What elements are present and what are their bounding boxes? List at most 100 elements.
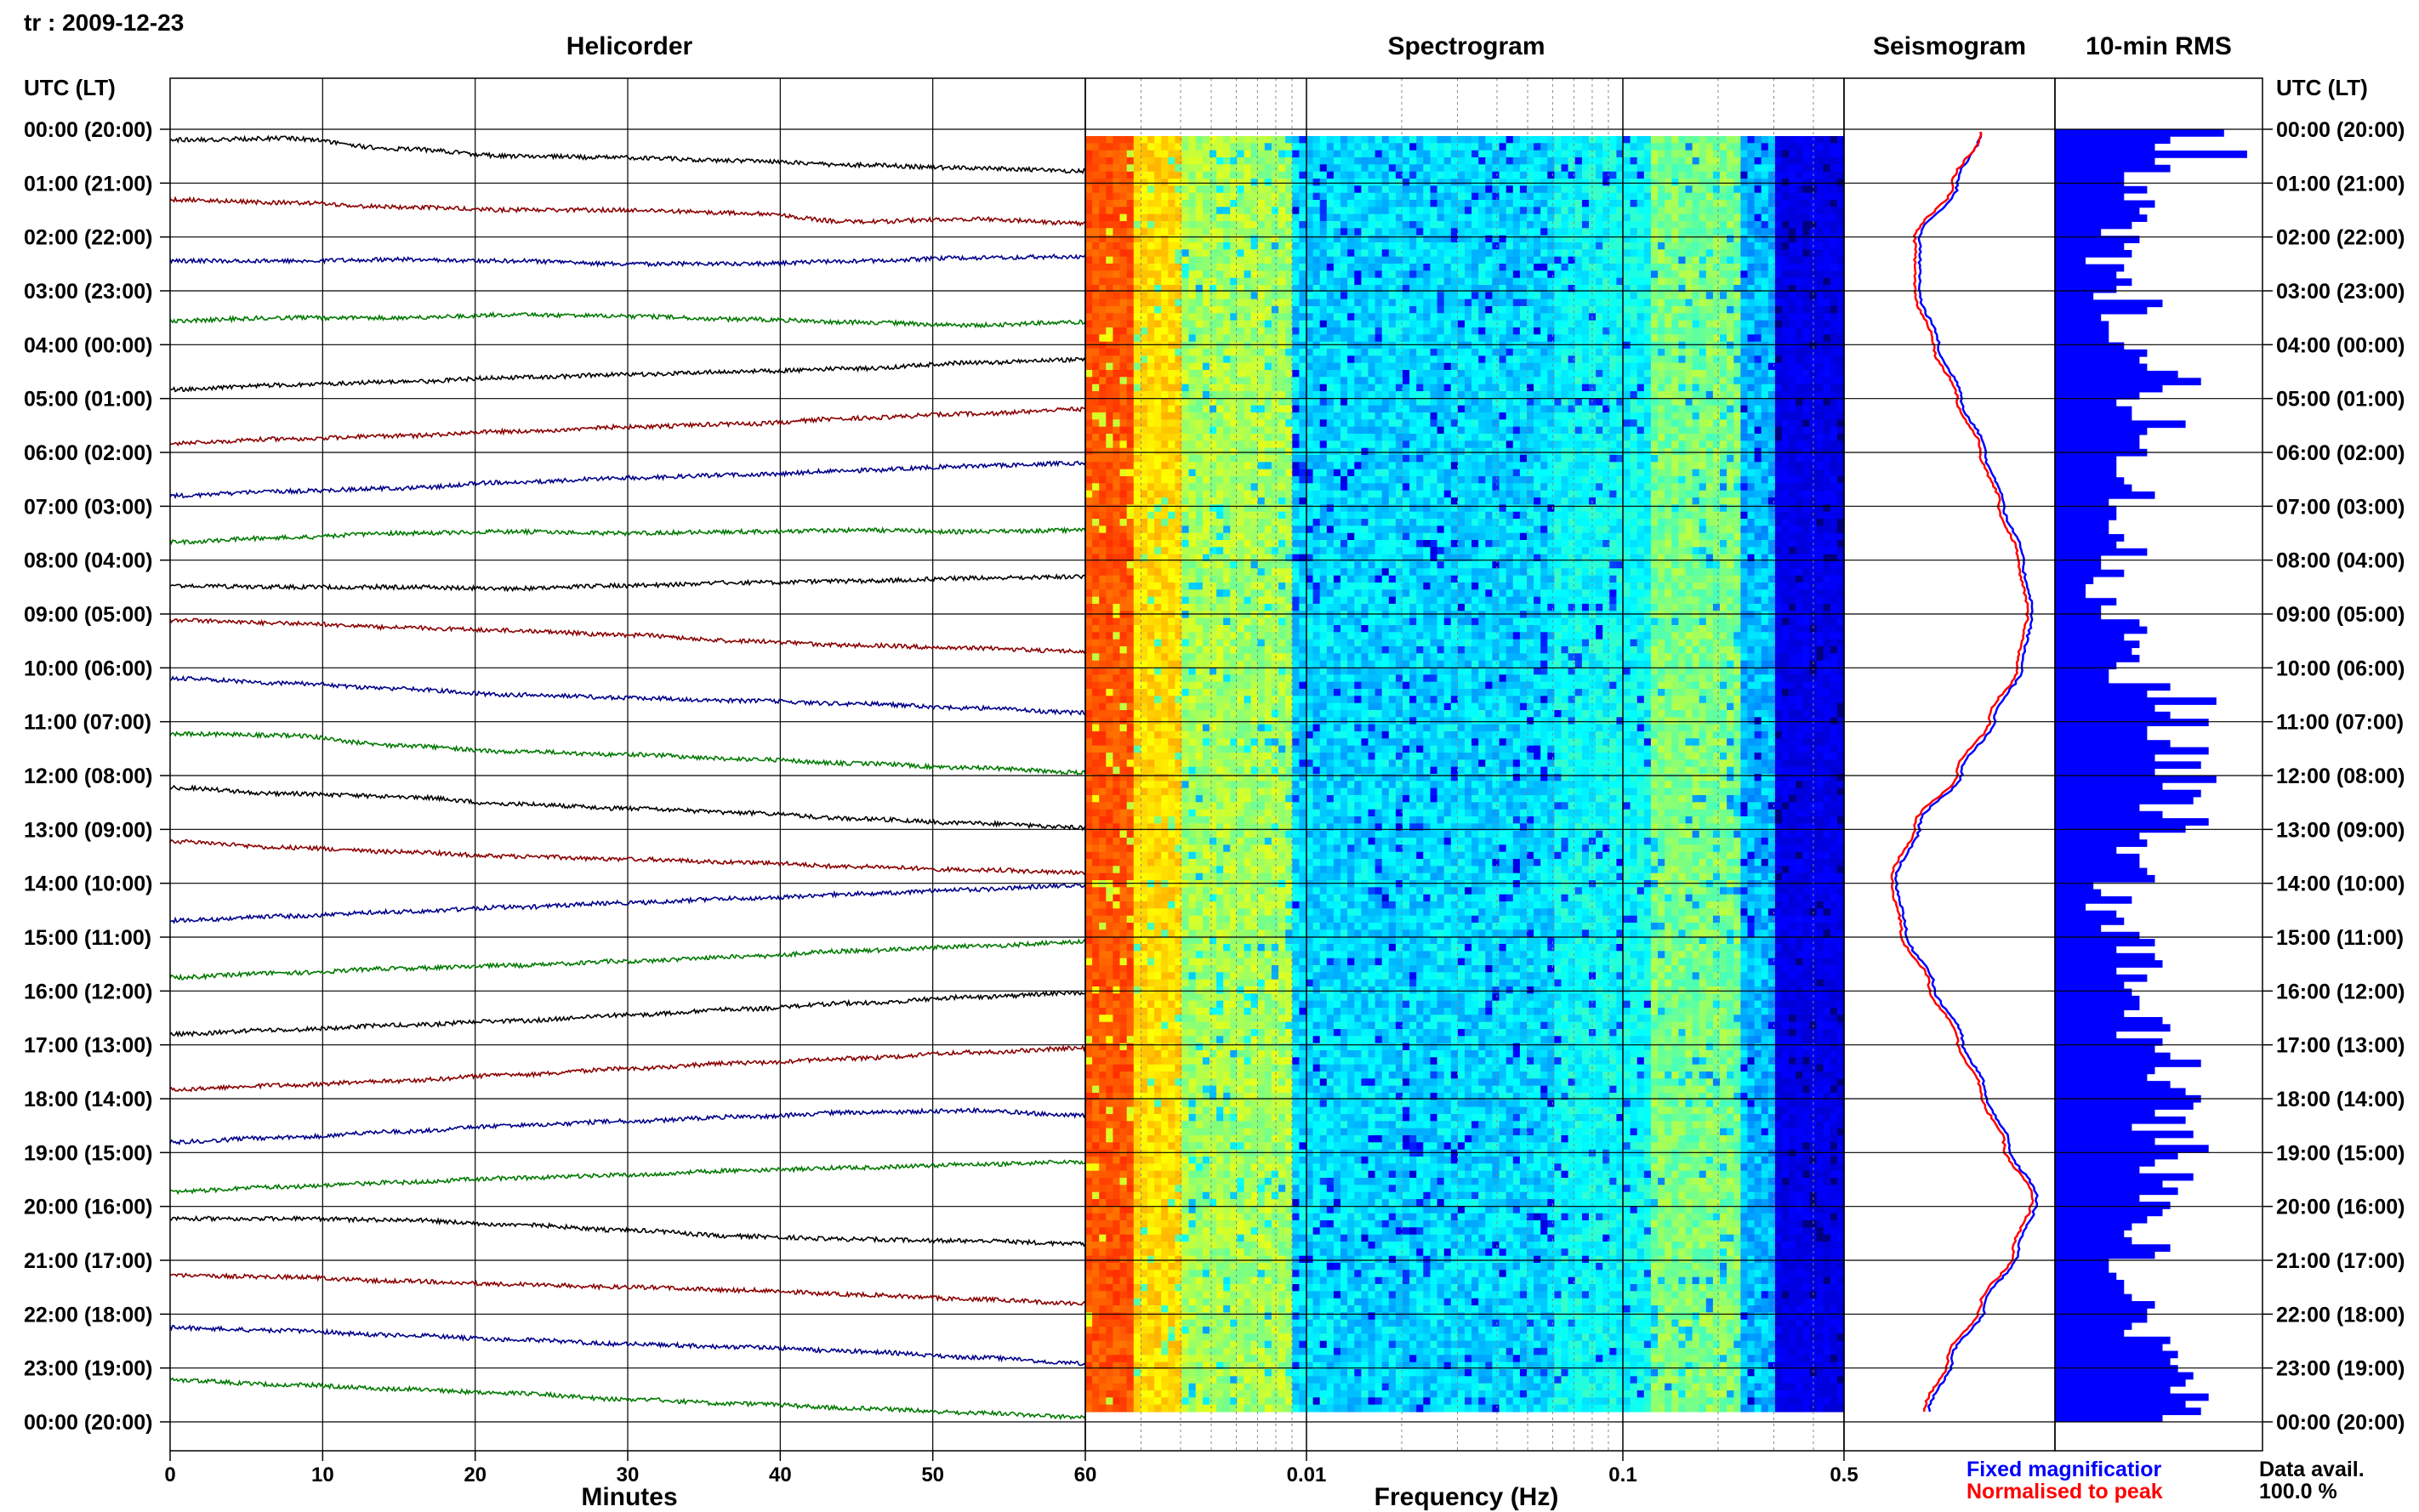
spectrogram-cell xyxy=(1271,355,1279,364)
spectrogram-cell xyxy=(1727,306,1734,314)
spectrogram-cell xyxy=(1478,164,1486,173)
spectrogram-cell xyxy=(1492,377,1500,385)
spectrogram-cell xyxy=(1319,398,1328,406)
spectrogram-cell xyxy=(1375,285,1383,293)
spectrogram-cell xyxy=(1767,285,1776,293)
spectrogram-cell xyxy=(1802,242,1810,250)
spectrogram-cell xyxy=(1471,370,1479,378)
spectrogram-cell xyxy=(1375,412,1383,420)
spectrogram-cell xyxy=(1616,441,1625,449)
spectrogram-cell xyxy=(1126,285,1135,293)
spectrogram-cell xyxy=(1181,285,1190,293)
spectrogram-cell xyxy=(1630,249,1638,258)
spectrogram-cell xyxy=(1650,150,1659,158)
spectrogram-cell xyxy=(1609,207,1617,215)
spectrogram-cell xyxy=(1381,419,1390,428)
spectrogram-cell xyxy=(1099,185,1107,194)
spectrogram-cell xyxy=(1540,306,1548,314)
spectrogram-cell xyxy=(1602,355,1610,364)
spectrogram-cell xyxy=(1692,306,1700,314)
spectrogram-cell xyxy=(1692,256,1700,264)
spectrogram-cell xyxy=(1140,441,1148,449)
spectrogram-cell xyxy=(1699,292,1707,300)
spectrogram-cell xyxy=(1534,412,1541,420)
spectrogram-cell xyxy=(1237,398,1245,406)
spectrogram-cell xyxy=(1154,426,1162,435)
spectrogram-cell xyxy=(1133,221,1141,229)
spectrogram-cell xyxy=(1754,200,1762,207)
spectrogram-cell xyxy=(1416,285,1424,293)
spectrogram-cell xyxy=(1347,292,1355,300)
spectrogram-cell xyxy=(1119,384,1128,392)
spectrogram-cell xyxy=(1154,362,1162,371)
spectrogram-cell xyxy=(1450,405,1459,413)
spectrogram-cell xyxy=(1278,213,1286,222)
spectrogram-cell xyxy=(1499,434,1507,441)
spectrogram-cell xyxy=(1505,242,1514,250)
spectrogram-cell xyxy=(1671,164,1679,173)
spectrogram-cell xyxy=(1133,207,1141,215)
spectrogram-cell xyxy=(1264,298,1272,307)
spectrogram-cell xyxy=(1774,377,1783,385)
spectrogram-cell xyxy=(1712,143,1721,151)
spectrogram-cell xyxy=(1119,306,1128,314)
spectrogram-cell xyxy=(1175,298,1183,307)
spectrogram-cell xyxy=(1292,391,1300,399)
spectrogram-cell xyxy=(1106,412,1113,420)
spectrogram-cell xyxy=(1195,207,1204,215)
spectrogram-cell xyxy=(1767,157,1776,165)
spectrogram-cell xyxy=(1188,434,1197,441)
spectrogram-cell xyxy=(1333,320,1341,328)
spectrogram-cell xyxy=(1154,242,1162,250)
spectrogram-cell xyxy=(1126,306,1135,314)
spectrogram-cell xyxy=(1326,334,1335,343)
spectrogram-cell xyxy=(1596,249,1603,258)
spectrogram-cell xyxy=(1823,179,1831,186)
spectrogram-cell xyxy=(1643,355,1652,364)
spectrogram-cell xyxy=(1471,334,1479,343)
spectrogram-cell xyxy=(1278,412,1286,420)
spectrogram-cell xyxy=(1692,320,1700,328)
spectrogram-cell xyxy=(1492,419,1500,428)
spectrogram-cell xyxy=(1534,200,1541,207)
spectrogram-cell xyxy=(1465,256,1472,264)
spectrogram-cell xyxy=(1574,270,1583,279)
spectrogram-cell xyxy=(1113,341,1121,350)
spectrogram-cell xyxy=(1119,143,1128,151)
spectrogram-cell xyxy=(1589,362,1597,371)
spectrogram-cell xyxy=(1665,213,1672,222)
spectrogram-cell xyxy=(1161,185,1169,194)
spectrogram-cell xyxy=(1230,136,1238,144)
spectrogram-cell xyxy=(1747,405,1756,413)
spectrogram-cell xyxy=(1782,313,1790,321)
spectrogram-cell xyxy=(1285,171,1293,179)
spectrogram-cell xyxy=(1106,455,1113,463)
spectrogram-cell xyxy=(1740,157,1749,165)
spectrogram-cell xyxy=(1333,370,1341,378)
spectrogram-cell xyxy=(1478,441,1486,449)
spectrogram-cell xyxy=(1596,179,1603,186)
spectrogram-cell xyxy=(1326,447,1335,456)
spectrogram-cell xyxy=(1216,426,1224,435)
spectrogram-cell xyxy=(1106,349,1113,356)
spectrogram-cell xyxy=(1403,200,1410,207)
spectrogram-cell xyxy=(1306,320,1314,328)
spectrogram-cell xyxy=(1106,235,1113,243)
spectrogram-cell xyxy=(1175,213,1183,222)
spectrogram-cell xyxy=(1181,157,1190,165)
spectrogram-cell xyxy=(1126,320,1135,328)
spectrogram-cell xyxy=(1188,398,1197,406)
spectrogram-cell xyxy=(1658,235,1665,243)
spectrogram-cell xyxy=(1581,150,1590,158)
spectrogram-cell xyxy=(1830,447,1838,456)
spectrogram-cell xyxy=(1347,441,1355,449)
spectrogram-cell xyxy=(1561,426,1569,435)
spectrogram-cell xyxy=(1361,213,1369,222)
spectrogram-cell xyxy=(1450,285,1459,293)
spectrogram-cell xyxy=(1119,171,1128,179)
spectrogram-cell xyxy=(1375,334,1383,343)
spectrogram-cell xyxy=(1264,341,1272,350)
spectrogram-cell xyxy=(1596,264,1603,271)
spectrogram-cell xyxy=(1306,306,1314,314)
spectrogram-cell xyxy=(1257,192,1266,201)
